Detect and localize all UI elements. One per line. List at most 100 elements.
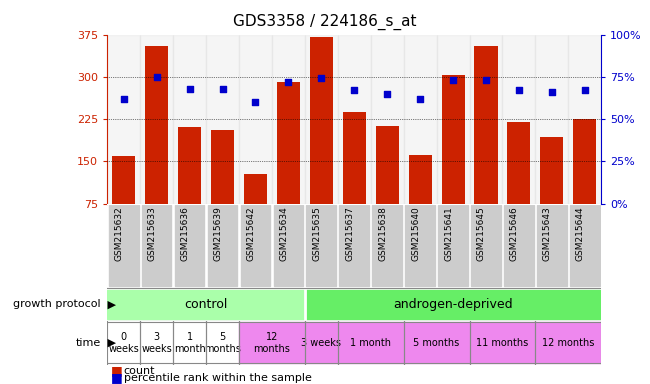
Bar: [272, 35, 305, 204]
Text: androgen-deprived: androgen-deprived: [393, 298, 513, 311]
Text: GSM215634: GSM215634: [280, 206, 289, 261]
Bar: [540, 137, 564, 204]
Text: count: count: [124, 366, 155, 376]
Text: 12 months: 12 months: [542, 338, 595, 348]
Bar: [211, 130, 234, 204]
Text: control: control: [185, 298, 228, 311]
Bar: [240, 205, 270, 286]
Point: [415, 96, 425, 102]
Bar: [178, 127, 201, 204]
Text: ■: ■: [111, 371, 122, 384]
Point: [250, 99, 261, 105]
Bar: [140, 35, 173, 204]
Point: [448, 77, 458, 83]
Bar: [570, 205, 599, 286]
Point: [217, 86, 228, 92]
Bar: [140, 322, 173, 364]
Bar: [145, 46, 168, 204]
Bar: [142, 205, 172, 286]
Bar: [573, 119, 596, 204]
Bar: [502, 35, 536, 204]
Bar: [474, 46, 497, 204]
Point: [382, 91, 393, 97]
Bar: [537, 205, 567, 286]
Point: [151, 74, 162, 80]
Point: [316, 75, 326, 81]
Bar: [469, 35, 502, 204]
Bar: [239, 322, 305, 364]
Text: 5
months: 5 months: [204, 332, 241, 354]
Bar: [107, 290, 305, 319]
Text: ■: ■: [111, 364, 122, 377]
Text: growth protocol: growth protocol: [13, 299, 101, 310]
Bar: [274, 205, 303, 286]
Point: [185, 86, 195, 92]
Bar: [409, 154, 432, 204]
Bar: [244, 174, 267, 204]
Text: percentile rank within the sample: percentile rank within the sample: [124, 373, 311, 383]
Bar: [107, 322, 140, 364]
Bar: [536, 322, 601, 364]
Bar: [307, 205, 336, 286]
Bar: [206, 322, 239, 364]
Bar: [305, 322, 338, 364]
Text: GSM215637: GSM215637: [345, 206, 354, 261]
Bar: [372, 205, 402, 286]
Bar: [437, 35, 469, 204]
Text: GSM215636: GSM215636: [181, 206, 190, 261]
Bar: [173, 322, 206, 364]
Bar: [441, 75, 465, 204]
Bar: [504, 205, 534, 286]
Text: ▶: ▶: [104, 299, 116, 310]
Bar: [305, 35, 338, 204]
Text: GSM215643: GSM215643: [543, 206, 552, 261]
Bar: [339, 205, 369, 286]
Text: GSM215645: GSM215645: [477, 206, 486, 261]
Text: 12
months: 12 months: [254, 332, 291, 354]
Point: [481, 77, 491, 83]
Text: 3 weeks: 3 weeks: [302, 338, 341, 348]
Text: 3
weeks: 3 weeks: [141, 332, 172, 354]
Point: [514, 87, 524, 93]
Bar: [536, 35, 568, 204]
Bar: [112, 156, 135, 204]
Bar: [173, 35, 206, 204]
Text: GSM215644: GSM215644: [576, 206, 585, 261]
Text: GSM215641: GSM215641: [444, 206, 453, 261]
Point: [580, 87, 590, 93]
Text: GSM215642: GSM215642: [246, 206, 255, 261]
Bar: [338, 35, 370, 204]
Bar: [107, 35, 140, 204]
Bar: [239, 35, 272, 204]
Bar: [568, 35, 601, 204]
Point: [283, 79, 294, 85]
Point: [118, 96, 129, 102]
Point: [547, 89, 557, 95]
Text: 1
month: 1 month: [174, 332, 205, 354]
Text: time: time: [75, 338, 101, 348]
Bar: [471, 205, 500, 286]
Text: 5 months: 5 months: [413, 338, 460, 348]
Bar: [438, 205, 468, 286]
Bar: [338, 322, 404, 364]
Text: 1 month: 1 month: [350, 338, 391, 348]
Bar: [208, 205, 237, 286]
Bar: [508, 122, 530, 204]
Text: GSM215646: GSM215646: [510, 206, 519, 261]
Bar: [404, 322, 469, 364]
Bar: [175, 205, 204, 286]
Text: GDS3358 / 224186_s_at: GDS3358 / 224186_s_at: [233, 13, 417, 30]
Text: GSM215639: GSM215639: [213, 206, 222, 261]
Bar: [109, 205, 138, 286]
Text: GSM215635: GSM215635: [312, 206, 321, 261]
Text: GSM215638: GSM215638: [378, 206, 387, 261]
Text: GSM215640: GSM215640: [411, 206, 420, 261]
Bar: [406, 205, 435, 286]
Text: ▶: ▶: [104, 338, 116, 348]
Text: GSM215633: GSM215633: [148, 206, 157, 261]
Text: 11 months: 11 months: [476, 338, 528, 348]
Text: GSM215632: GSM215632: [114, 206, 124, 261]
Bar: [404, 35, 437, 204]
Bar: [343, 112, 366, 204]
Bar: [277, 83, 300, 204]
